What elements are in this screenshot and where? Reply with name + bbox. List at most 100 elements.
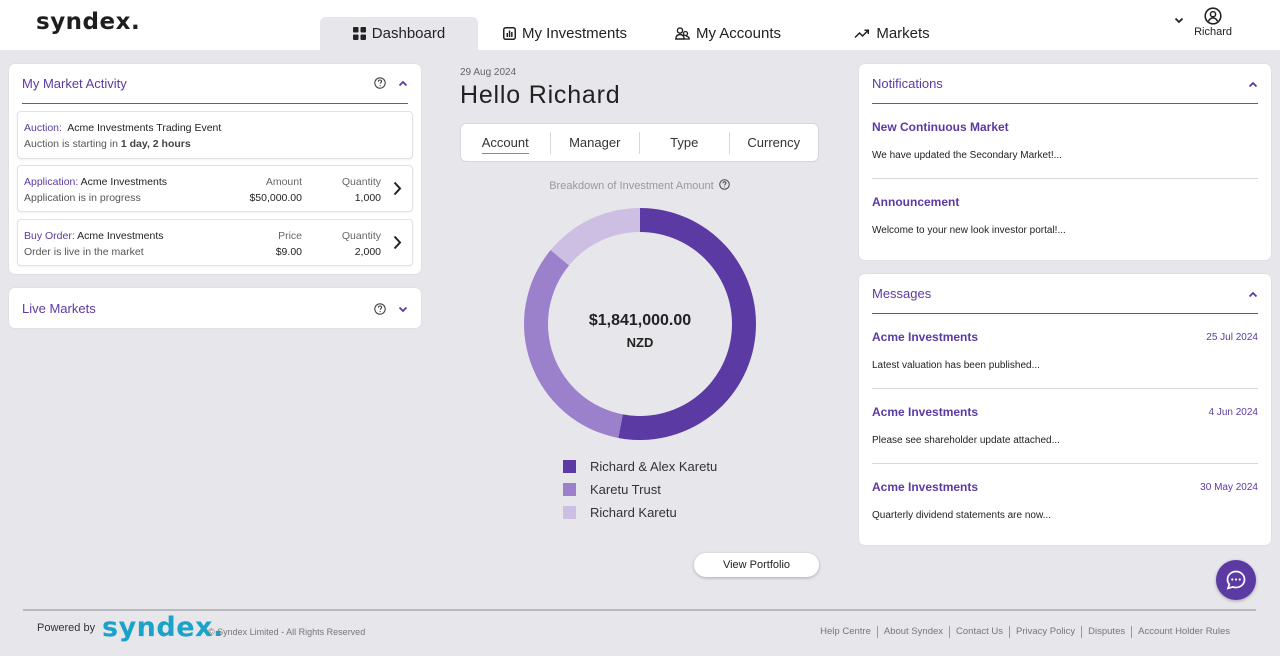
message-sender: Acme Investments — [872, 330, 979, 344]
top-header: syndex. Dashboard My Investments My Acco… — [0, 0, 1280, 50]
view-portfolio-button[interactable]: View Portfolio — [694, 553, 819, 577]
tab-markets[interactable]: Markets — [852, 17, 932, 50]
market-activity-card: My Market Activity Auction: Acme Investm… — [9, 64, 421, 274]
footer-divider — [23, 609, 1256, 611]
filter-currency[interactable]: Currency — [728, 131, 819, 154]
total-currency: NZD — [626, 335, 654, 350]
messages-card: Messages Acme Investments 25 Jul 2024 La… — [859, 274, 1271, 545]
greeting: Hello Richard — [460, 81, 621, 109]
help-icon[interactable] — [374, 303, 386, 315]
notifications-header: Notifications — [872, 76, 1258, 104]
chevron-up-icon[interactable] — [1248, 81, 1258, 88]
divider — [872, 463, 1258, 464]
donut-slice-1[interactable] — [618, 208, 756, 440]
footer-link-disputes[interactable]: Disputes — [1081, 626, 1131, 638]
auction-status: Auction is starting in — [24, 138, 118, 150]
application-row[interactable]: Application: Acme Investments Applicatio… — [17, 165, 413, 212]
notification-item[interactable]: Announcement Welcome to your new look in… — [872, 195, 1258, 236]
message-preview: Please see shareholder update attached..… — [872, 435, 1060, 446]
breakdown-filter: Account Manager Type Currency — [460, 123, 819, 162]
divider — [872, 388, 1258, 389]
chevron-right-icon[interactable] — [393, 235, 402, 250]
chevron-up-icon[interactable] — [398, 80, 408, 87]
breakdown-label: Breakdown of Investment Amount — [549, 180, 714, 192]
legend-label: Richard & Alex Karetu — [590, 459, 718, 474]
donut-slice-2[interactable] — [524, 250, 623, 438]
message-sender: Acme Investments — [872, 405, 979, 419]
legend-swatch — [563, 506, 576, 519]
chevron-down-icon — [1174, 17, 1184, 24]
quantity-value: 2,000 — [354, 246, 381, 258]
message-item[interactable]: Acme Investments 30 May 2024 Quarterly d… — [872, 480, 1258, 521]
footer-logo[interactable]: syndex. — [102, 612, 224, 643]
amount-label: Amount — [265, 176, 302, 188]
tab-label: My Investments — [521, 25, 628, 42]
auction-row[interactable]: Auction: Acme Investments Trading Event … — [17, 111, 413, 159]
quantity-value: 1,000 — [354, 192, 381, 204]
notification-title: Announcement — [872, 195, 960, 209]
market-activity-header: My Market Activity — [22, 76, 408, 104]
notification-item[interactable]: New Continuous Market We have updated th… — [872, 120, 1258, 161]
tab-my-investments[interactable]: My Investments — [500, 17, 630, 50]
help-icon[interactable] — [718, 179, 730, 190]
buy-order-prefix: Buy Order: — [24, 230, 75, 242]
card-title: My Market Activity — [22, 76, 127, 91]
powered-by: Powered by — [37, 622, 96, 634]
footer-link-about[interactable]: About Syndex — [876, 626, 949, 638]
legend-label: Karetu Trust — [590, 482, 661, 497]
auction-name: Acme Investments Trading Event — [67, 122, 222, 134]
tab-label: Dashboard — [371, 25, 446, 42]
price-value: $9.00 — [275, 246, 302, 258]
buy-order-status: Order is live in the market — [24, 246, 144, 258]
footer-link-contact[interactable]: Contact Us — [949, 626, 1009, 638]
legend-swatch — [563, 483, 576, 496]
total-amount: $1,841,000.00 — [588, 312, 692, 329]
message-date: 4 Jun 2024 — [1208, 407, 1259, 418]
chevron-down-icon[interactable] — [398, 306, 408, 313]
notifications-card: Notifications New Continuous Market We h… — [859, 64, 1271, 260]
chat-bubble-icon — [1226, 570, 1246, 590]
buy-order-name: Acme Investments — [77, 230, 164, 242]
filter-type[interactable]: Type — [639, 131, 729, 154]
user-menu[interactable]: Richard — [1174, 7, 1232, 38]
filter-account[interactable]: Account — [461, 132, 550, 154]
application-name: Acme Investments — [80, 176, 168, 188]
chevron-up-icon[interactable] — [1248, 291, 1258, 298]
live-markets-card[interactable]: Live Markets — [9, 288, 421, 328]
filter-manager[interactable]: Manager — [549, 131, 640, 154]
message-date: 25 Jul 2024 — [1206, 332, 1258, 343]
breakdown-label-row: Breakdown of Investment Amount — [460, 179, 819, 192]
grid-icon — [352, 27, 366, 40]
donut-slice-3[interactable] — [550, 208, 640, 266]
help-icon[interactable] — [374, 77, 386, 89]
legend-item[interactable]: Richard & Alex Karetu — [563, 455, 717, 478]
quantity-label: Quantity — [341, 230, 381, 242]
card-title: Notifications — [872, 76, 943, 91]
message-item[interactable]: Acme Investments 4 Jun 2024 Please see s… — [872, 405, 1259, 446]
legend-swatch — [563, 460, 576, 473]
chevron-right-icon[interactable] — [393, 181, 402, 196]
buy-order-row[interactable]: Buy Order: Acme Investments Order is liv… — [17, 219, 413, 266]
syndex-logo[interactable]: syndex. — [36, 9, 141, 35]
legend-item[interactable]: Karetu Trust — [563, 478, 717, 501]
footer-link-help[interactable]: Help Centre — [820, 626, 871, 637]
card-title: Live Markets — [22, 301, 96, 316]
tab-my-accounts[interactable]: My Accounts — [672, 17, 784, 50]
notification-body: We have updated the Secondary Market!... — [872, 150, 1062, 161]
auction-prefix: Auction: — [24, 122, 62, 134]
legend-item[interactable]: Richard Karetu — [563, 501, 717, 524]
footer-link-privacy[interactable]: Privacy Policy — [1009, 626, 1081, 638]
message-date: 30 May 2024 — [1200, 482, 1258, 493]
chat-button[interactable] — [1216, 560, 1256, 600]
message-item[interactable]: Acme Investments 25 Jul 2024 Latest valu… — [872, 330, 1258, 371]
message-preview: Latest valuation has been published... — [872, 360, 1040, 371]
notification-title: New Continuous Market — [872, 120, 1009, 134]
trend-up-icon — [854, 29, 870, 39]
footer-link-rules[interactable]: Account Holder Rules — [1131, 626, 1236, 638]
legend-label: Richard Karetu — [590, 505, 677, 520]
tab-dashboard[interactable]: Dashboard — [320, 17, 478, 50]
current-date: 29 Aug 2024 — [460, 67, 517, 78]
application-prefix: Application: — [24, 176, 79, 188]
bar-chart-icon — [502, 27, 516, 40]
tab-label: Markets — [876, 25, 930, 42]
